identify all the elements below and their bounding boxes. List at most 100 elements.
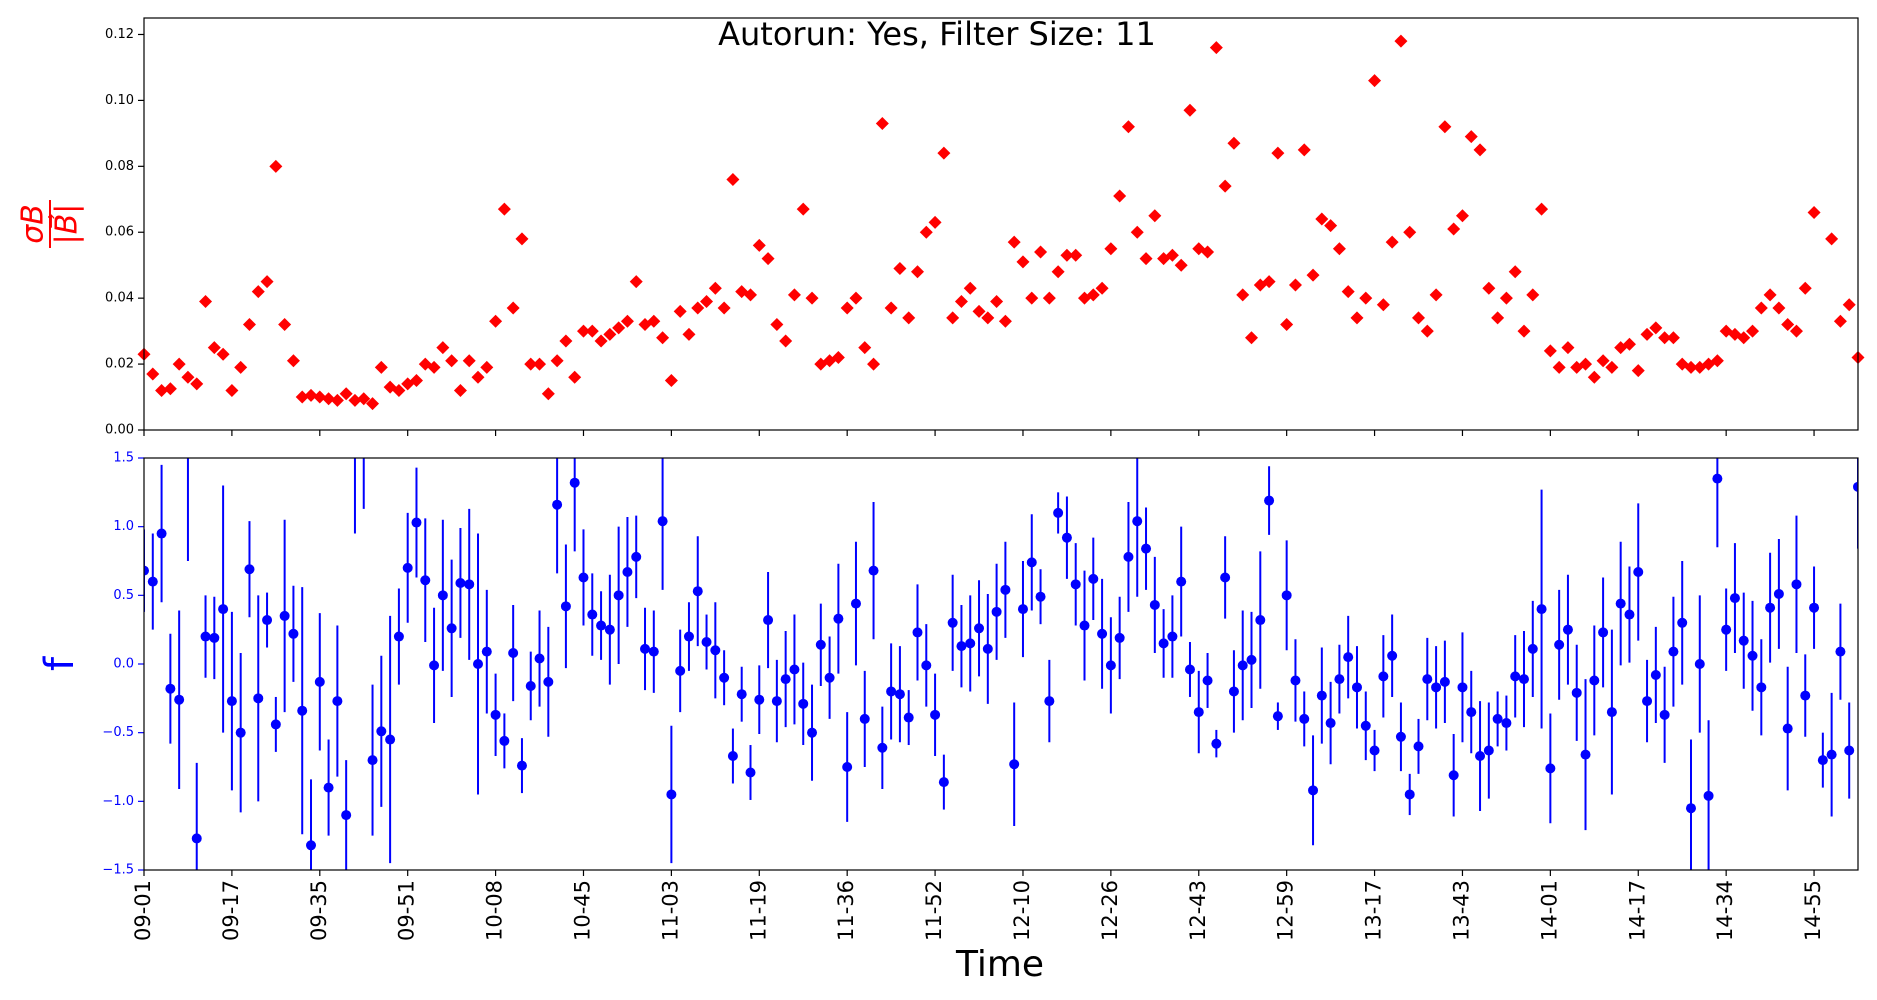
point [1712, 473, 1723, 484]
point [982, 643, 993, 654]
point [209, 632, 220, 643]
diamond-marker [893, 261, 907, 275]
point [1439, 676, 1450, 687]
point [1114, 632, 1125, 643]
diamond-marker [392, 383, 406, 397]
diamond-marker [1552, 360, 1566, 374]
point [490, 709, 501, 720]
diamond-marker [1315, 212, 1329, 226]
diamond-marker [858, 341, 872, 355]
diamond-marker [568, 370, 582, 384]
diamond-marker [1587, 370, 1601, 384]
y-tick-label: −0.5 [102, 725, 134, 740]
diamond-marker [1499, 291, 1513, 305]
point [235, 727, 246, 738]
point [306, 840, 317, 851]
point [894, 689, 905, 700]
y-tick-label: 0.04 [105, 291, 134, 306]
diamond-marker [1095, 281, 1109, 295]
point [1351, 682, 1362, 693]
point [1017, 604, 1028, 615]
diamond-marker [1139, 252, 1153, 266]
bottom-y-label: f [37, 656, 83, 671]
diamond-marker [963, 281, 977, 295]
point [376, 726, 387, 737]
diamond-marker [1385, 235, 1399, 249]
point [789, 664, 800, 675]
diamond-marker [1842, 298, 1856, 312]
axes-frame [143, 457, 1859, 871]
point [1395, 731, 1406, 742]
point [499, 735, 510, 746]
diamond-marker [541, 387, 555, 401]
diamond-marker [620, 314, 634, 328]
point [1809, 602, 1820, 613]
point [147, 576, 158, 587]
point [393, 631, 404, 642]
point [200, 631, 211, 642]
y-tick-label: −1.5 [102, 863, 134, 878]
top-y-label: σB |B⃗| [16, 200, 85, 248]
diamond-marker [1807, 205, 1821, 219]
point [1035, 591, 1046, 602]
diamond-marker [163, 382, 177, 396]
diamond-marker [1165, 248, 1179, 262]
point [1404, 789, 1415, 800]
diamond-marker [1412, 311, 1426, 325]
point [1835, 646, 1846, 657]
point [613, 590, 624, 601]
point [824, 672, 835, 683]
point [1387, 650, 1398, 661]
point [1624, 609, 1635, 620]
diamond-marker [1121, 120, 1135, 134]
x-tick-label: 11-19 [746, 880, 770, 941]
diamond-marker [1403, 225, 1417, 239]
point [1255, 615, 1266, 626]
point [1431, 682, 1442, 693]
x-tick-label: 13-17 [1362, 880, 1386, 941]
point [1580, 749, 1591, 760]
diamond-marker [761, 252, 775, 266]
point [754, 694, 765, 705]
diamond-marker [1007, 235, 1021, 249]
point [244, 564, 255, 575]
point [631, 551, 642, 562]
y-tick-label: 0.06 [105, 225, 134, 240]
diamond-marker [1280, 318, 1294, 332]
diamond-marker [1183, 103, 1197, 117]
point [912, 627, 923, 638]
x-tick-label: 10-45 [570, 880, 594, 941]
x-tick-label: 09-01 [131, 880, 155, 941]
point [1211, 738, 1222, 749]
diamond-marker [1069, 248, 1083, 262]
diamond-marker [1148, 209, 1162, 223]
point [1615, 598, 1626, 609]
point [1220, 572, 1231, 583]
diamond-marker [1649, 321, 1663, 335]
diamond-marker [374, 360, 388, 374]
diamond-marker [1420, 324, 1434, 338]
diamond-marker [348, 393, 362, 407]
diamond-marker [752, 238, 766, 252]
diamond-marker [946, 311, 960, 325]
point [833, 613, 844, 624]
point [1492, 713, 1503, 724]
diamond-marker [840, 301, 854, 315]
diamond-marker [330, 393, 344, 407]
point [1501, 718, 1512, 729]
point [1290, 675, 1301, 686]
diamond-marker [928, 215, 942, 229]
diamond-marker [295, 390, 309, 404]
point [780, 674, 791, 685]
point [1826, 749, 1837, 760]
point [569, 477, 580, 488]
diamond-marker [884, 301, 898, 315]
diamond-marker [155, 383, 169, 397]
diamond-marker [1622, 337, 1636, 351]
diamond-marker [1113, 189, 1127, 203]
diamond-marker [172, 357, 186, 371]
diamond-marker [1631, 364, 1645, 378]
point [1088, 573, 1099, 584]
diamond-marker [954, 294, 968, 308]
x-tick-label: 12-43 [1186, 880, 1210, 941]
